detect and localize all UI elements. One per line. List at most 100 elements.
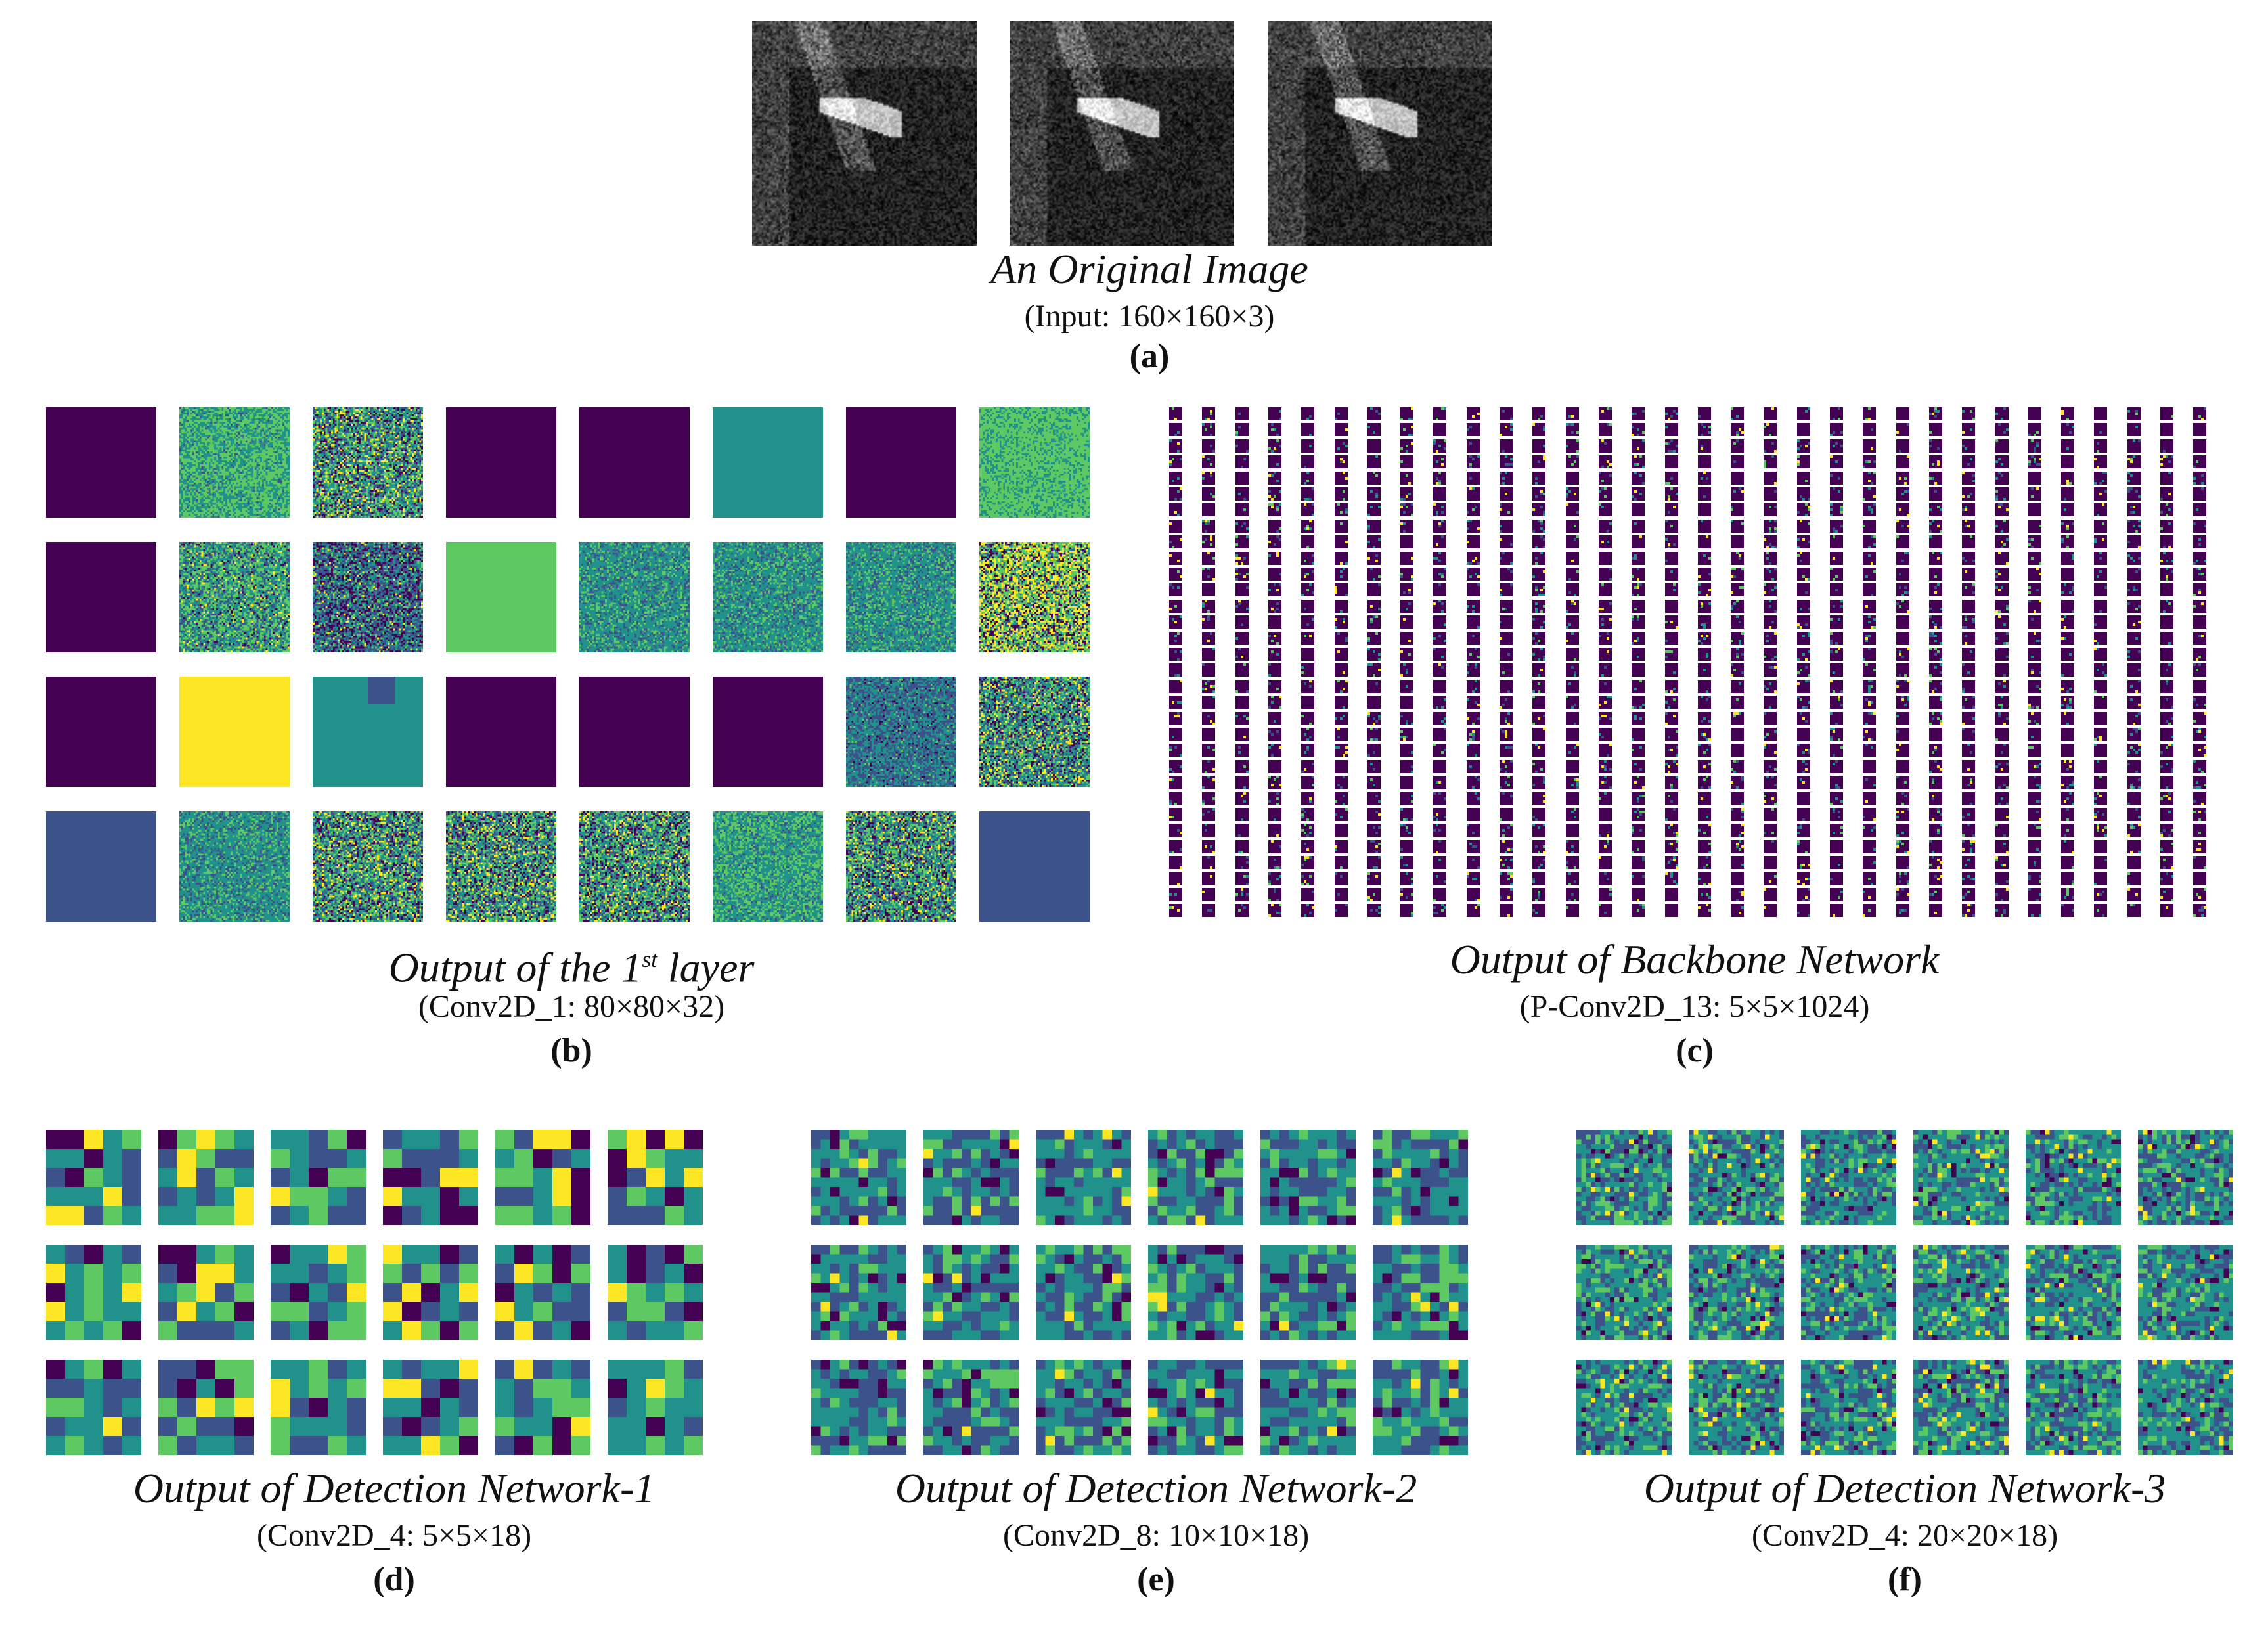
backbone-feature-map xyxy=(1995,568,2009,581)
backbone-feature-map xyxy=(1169,792,1182,805)
backbone-feature-map xyxy=(1466,679,1480,693)
backbone-feature-map xyxy=(2061,648,2075,661)
backbone-feature-map xyxy=(1169,535,1182,549)
backbone-feature-map xyxy=(1433,872,1447,885)
backbone-feature-map xyxy=(1334,455,1348,469)
backbone-feature-map xyxy=(1863,872,1877,885)
backbone-feature-map xyxy=(1598,824,1612,838)
backbone-feature-map xyxy=(1928,535,1942,549)
detection2-feature-map xyxy=(1036,1130,1131,1225)
backbone-feature-map xyxy=(1830,696,1843,709)
backbone-feature-map xyxy=(2160,663,2173,677)
backbone-feature-map xyxy=(1500,407,1513,420)
backbone-feature-map xyxy=(1598,904,1612,918)
backbone-feature-map xyxy=(2193,407,2207,420)
layer1-feature-map xyxy=(579,542,690,652)
backbone-feature-map xyxy=(1400,615,1414,629)
backbone-feature-map xyxy=(1598,599,1612,613)
backbone-feature-map xyxy=(1796,824,1810,838)
backbone-feature-map xyxy=(1896,423,1909,437)
detection1-feature-grid xyxy=(46,1130,703,1465)
backbone-feature-map xyxy=(1764,663,1777,677)
backbone-feature-map xyxy=(1433,583,1447,597)
backbone-feature-map xyxy=(1796,888,1810,901)
backbone-feature-map xyxy=(2193,904,2207,918)
detection1-feature-map xyxy=(271,1130,366,1225)
backbone-feature-map xyxy=(1796,471,1810,485)
backbone-feature-map xyxy=(1995,728,2009,741)
detection2-feature-map xyxy=(811,1245,906,1340)
backbone-feature-map xyxy=(2061,551,2075,565)
backbone-feature-map xyxy=(1334,648,1348,661)
panel-b-subtitle: (Conv2D_1: 80×80×32) xyxy=(418,989,725,1024)
backbone-feature-map xyxy=(1598,728,1612,741)
layer1-feature-map xyxy=(46,542,156,652)
backbone-feature-map xyxy=(1731,583,1745,597)
backbone-feature-map xyxy=(1962,423,1976,437)
backbone-feature-map xyxy=(2094,711,2108,725)
backbone-feature-map xyxy=(1301,535,1315,549)
backbone-feature-map xyxy=(1367,583,1381,597)
backbone-feature-map xyxy=(2028,407,2041,420)
backbone-feature-map xyxy=(2193,583,2207,597)
backbone-feature-map xyxy=(1764,551,1777,565)
backbone-feature-map xyxy=(1632,599,1645,613)
backbone-feature-map xyxy=(1830,648,1843,661)
detection3-feature-map xyxy=(1913,1245,2009,1340)
backbone-feature-map xyxy=(1235,519,1249,533)
backbone-feature-map xyxy=(1928,808,1942,821)
backbone-feature-map xyxy=(1433,856,1447,870)
backbone-feature-map xyxy=(1565,519,1579,533)
backbone-feature-map xyxy=(1169,487,1182,501)
backbone-feature-map xyxy=(1928,648,1942,661)
backbone-feature-map xyxy=(1400,599,1414,613)
backbone-feature-map xyxy=(1896,711,1909,725)
backbone-feature-map xyxy=(1664,711,1678,725)
backbone-feature-map xyxy=(1664,872,1678,885)
backbone-feature-map xyxy=(1500,888,1513,901)
backbone-feature-map xyxy=(1928,744,1942,757)
backbone-feature-map xyxy=(1995,808,2009,821)
backbone-feature-map xyxy=(1334,728,1348,741)
backbone-feature-map xyxy=(1202,792,1216,805)
backbone-feature-map xyxy=(1466,663,1480,677)
panel-b-label: (b) xyxy=(550,1032,592,1069)
backbone-feature-map xyxy=(1896,824,1909,838)
backbone-feature-map xyxy=(1268,455,1281,469)
backbone-feature-map xyxy=(1301,551,1315,565)
backbone-feature-map xyxy=(1995,519,2009,533)
backbone-feature-map xyxy=(1830,839,1843,853)
backbone-feature-map xyxy=(1400,631,1414,645)
backbone-feature-map xyxy=(1268,648,1281,661)
backbone-feature-map xyxy=(1268,839,1281,853)
backbone-feature-map xyxy=(1830,744,1843,757)
backbone-feature-map xyxy=(1664,568,1678,581)
backbone-feature-map xyxy=(1962,551,1976,565)
backbone-feature-map xyxy=(2127,423,2141,437)
backbone-feature-map xyxy=(2061,407,2075,420)
backbone-feature-map xyxy=(1235,839,1249,853)
backbone-feature-map xyxy=(1697,711,1711,725)
backbone-feature-map xyxy=(2061,535,2075,549)
layer1-feature-map xyxy=(579,677,690,787)
backbone-feature-map xyxy=(2061,711,2075,725)
backbone-feature-map xyxy=(2094,471,2108,485)
backbone-feature-map xyxy=(1169,615,1182,629)
layer1-feature-map xyxy=(979,407,1090,518)
backbone-feature-map xyxy=(1334,856,1348,870)
backbone-feature-map xyxy=(1500,792,1513,805)
backbone-feature-map xyxy=(1532,648,1546,661)
detection3-feature-map xyxy=(2026,1130,2121,1225)
backbone-feature-map xyxy=(1664,599,1678,613)
panel-c: Output of Backbone Network (P-Conv2D_13:… xyxy=(1163,401,2227,1097)
panel-e-title: Output of Detection Network-2 xyxy=(895,1465,1417,1511)
backbone-feature-map xyxy=(1500,615,1513,629)
backbone-feature-map xyxy=(1400,744,1414,757)
backbone-feature-map xyxy=(1796,487,1810,501)
backbone-feature-map xyxy=(1830,808,1843,821)
backbone-feature-map xyxy=(1334,663,1348,677)
backbone-feature-map xyxy=(1962,599,1976,613)
backbone-feature-map xyxy=(2127,535,2141,549)
backbone-feature-map xyxy=(2193,519,2207,533)
backbone-feature-map xyxy=(1731,423,1745,437)
